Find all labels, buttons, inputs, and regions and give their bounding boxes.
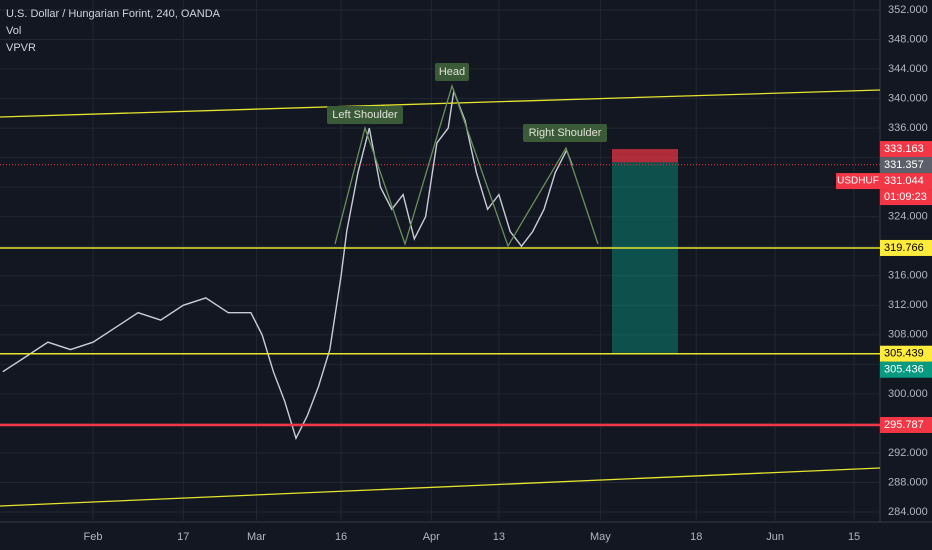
annotation-label: Right Shoulder xyxy=(529,127,602,139)
y-tick-label: 316.000 xyxy=(888,270,928,282)
price-labels: 333.163 331.357 USDHUF 331.044 01:09:23 319.7… xyxy=(836,141,932,433)
y-tick-label: 352.000 xyxy=(888,4,928,16)
annotation-label: Left Shoulder xyxy=(332,109,398,121)
y-tick-label: 348.000 xyxy=(888,33,928,45)
annotations: Left Shoulder Head Right Shoulder xyxy=(327,63,607,142)
price-tag-label: 331.044 xyxy=(884,175,924,187)
stop-zone xyxy=(612,149,678,163)
y-tick-label: 308.000 xyxy=(888,329,928,341)
x-tick-label: Jun xyxy=(766,531,784,543)
x-tick-label: 16 xyxy=(335,531,347,543)
price-tag xyxy=(880,416,932,433)
price-tag xyxy=(880,239,932,256)
x-tick-label: Mar xyxy=(247,531,266,543)
indicator-label: Vol xyxy=(6,25,21,37)
x-tick-label: Feb xyxy=(84,531,103,543)
x-tick-label: May xyxy=(590,531,611,543)
pattern-outline xyxy=(334,83,599,248)
price-tag xyxy=(880,173,932,190)
x-tick-label: 15 xyxy=(848,531,860,543)
x-tick-label: 18 xyxy=(690,531,702,543)
price-tag xyxy=(880,345,932,362)
price-tag-label: 305.439 xyxy=(884,348,924,360)
price-tag-label: 305.436 xyxy=(884,364,924,376)
annotation-box xyxy=(327,106,403,124)
target-zone xyxy=(612,162,678,354)
y-tick-label: 288.000 xyxy=(888,476,928,488)
price-tag-label: 295.787 xyxy=(884,419,924,431)
chart-title: U.S. Dollar / Hungarian Forint, 240, OAN… xyxy=(6,8,221,20)
x-tick-label: 17 xyxy=(177,531,189,543)
price-tag xyxy=(880,157,932,174)
price-tag xyxy=(880,141,932,158)
y-tick-label: 292.000 xyxy=(888,447,928,459)
symbol-tag xyxy=(836,173,880,190)
price-tag-label: 319.766 xyxy=(884,242,924,254)
annotation-box xyxy=(523,124,607,142)
countdown-label: 01:09:23 xyxy=(884,191,927,203)
price-tag xyxy=(880,361,932,378)
symbol-label: USDHUF xyxy=(837,176,879,187)
y-tick-label: 344.000 xyxy=(888,63,928,75)
annotation-label: Head xyxy=(439,66,465,78)
y-tick-label: 336.000 xyxy=(888,122,928,134)
marks xyxy=(0,88,880,441)
y-tick-label: 284.000 xyxy=(888,506,928,518)
x-tick-label: 13 xyxy=(493,531,505,543)
trend-line xyxy=(0,467,881,507)
indicator-label: VPVR xyxy=(6,42,36,54)
price-tag-label: 333.163 xyxy=(884,143,924,155)
x-tick-label: Apr xyxy=(423,531,440,543)
price-line xyxy=(2,88,573,441)
countdown-tag xyxy=(880,189,932,206)
y-tick-label: 324.000 xyxy=(888,211,928,223)
trend-line xyxy=(0,89,881,118)
y-tick-label: 340.000 xyxy=(888,92,928,104)
y-tick-label: 300.000 xyxy=(888,388,928,400)
price-axis xyxy=(880,0,932,550)
y-tick-label: 312.000 xyxy=(888,299,928,311)
annotation-box xyxy=(435,63,469,81)
price-tag-label: 331.357 xyxy=(884,159,924,171)
